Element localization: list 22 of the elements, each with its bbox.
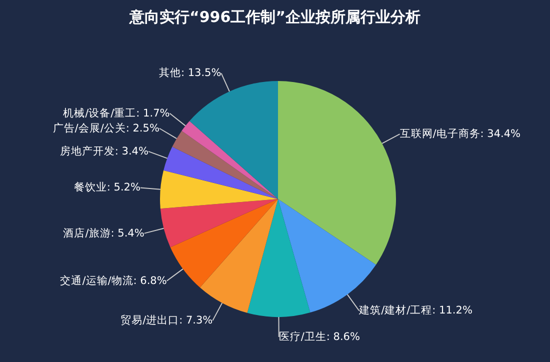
pie-slice [172, 130, 278, 199]
slice-label: 互联网/电子商务: 34.4% [400, 127, 521, 140]
slice-label: 酒店/旅游: 5.4% [63, 226, 144, 240]
pie-slice [200, 199, 278, 313]
slice-label: 交通/运输/物流: 6.8% [60, 274, 167, 287]
slice-label: 其他: 13.5% [158, 66, 222, 80]
slice-label: 贸易/进出口: 7.3% [120, 314, 213, 327]
slice-label: 房地产开发: 3.4% [60, 144, 148, 158]
pie-slice [247, 199, 310, 317]
pie-slice [160, 199, 278, 248]
chart-title: 意向实行“996工作制”企业按所属行业分析 [128, 7, 422, 27]
slice-label: 机械/设备/重工: 1.7% [63, 106, 170, 120]
pie-slice [189, 81, 278, 199]
pie-slice [160, 170, 278, 209]
pie-slice [182, 120, 278, 199]
slice-label: 建筑/建材/工程: 11.2% [358, 304, 472, 317]
pie-slice [278, 81, 396, 265]
slice-label: 餐饮业: 5.2% [74, 180, 140, 194]
pie-slice [164, 146, 278, 199]
slice-label: 医疗/卫生: 8.6% [278, 330, 360, 343]
slice-label: 广告/会展/公关: 2.5% [52, 121, 160, 134]
pie-slice [170, 199, 278, 288]
